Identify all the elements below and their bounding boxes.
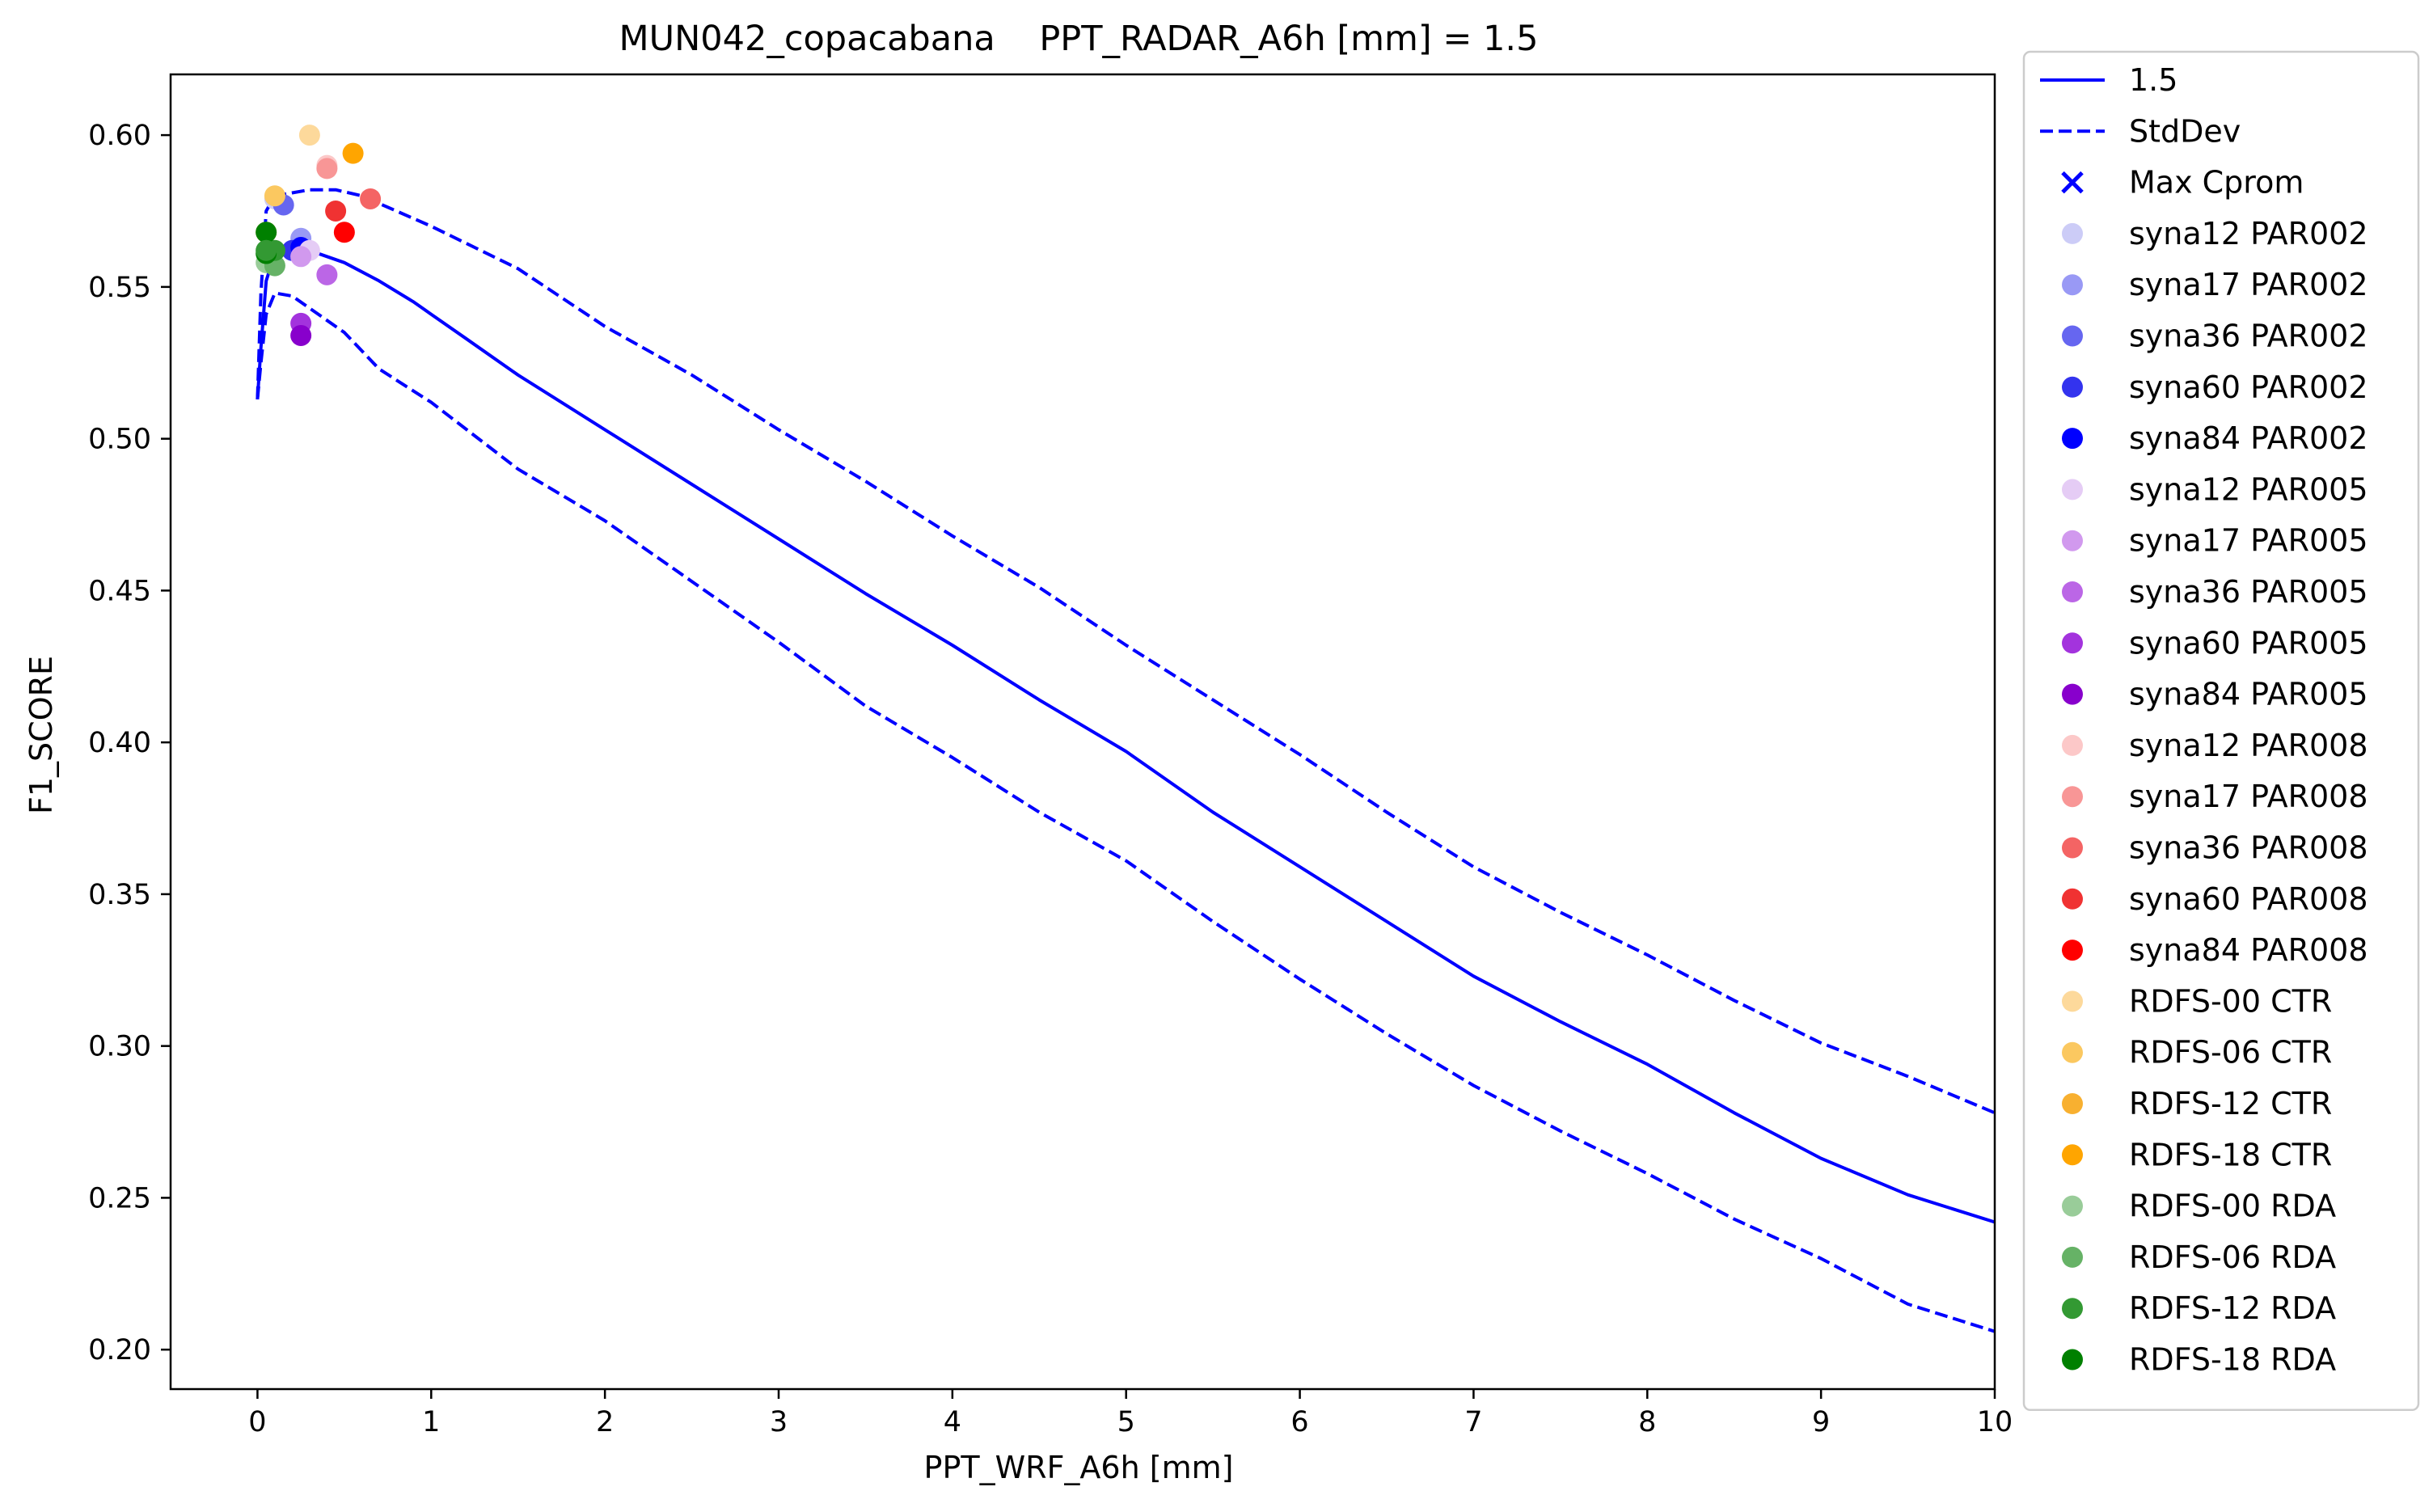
legend-entry-label: 1.5 bbox=[2129, 62, 2177, 98]
x-tick-label: 0 bbox=[248, 1406, 266, 1438]
x-tick-label: 8 bbox=[1638, 1406, 1656, 1438]
y-tick-label: 0.30 bbox=[88, 1031, 151, 1063]
x-tick-label: 3 bbox=[770, 1406, 788, 1438]
y-tick-label: 0.55 bbox=[88, 272, 151, 304]
y-tick-label: 0.45 bbox=[88, 575, 151, 607]
y-tick-label: 0.50 bbox=[88, 424, 151, 456]
legend-handle-dot bbox=[2062, 683, 2083, 705]
legend-handle-dot bbox=[2062, 1349, 2083, 1371]
legend-entry-label: syna36 PAR002 bbox=[2129, 319, 2368, 354]
legend-handle-max-cprom bbox=[2061, 171, 2084, 194]
legend-handle-dot bbox=[2062, 325, 2083, 347]
y-tick-label: 0.25 bbox=[88, 1182, 151, 1214]
x-tick-label: 4 bbox=[944, 1406, 961, 1438]
legend-entry-label: syna12 PAR005 bbox=[2129, 471, 2368, 507]
x-axis-label: PPT_WRF_A6h [mm] bbox=[924, 1450, 1234, 1485]
y-tick-label: 0.35 bbox=[88, 879, 151, 911]
scatter-point-16 bbox=[264, 185, 285, 207]
legend-handle-dot bbox=[2062, 1144, 2083, 1166]
legend-entry-label: syna17 PAR002 bbox=[2129, 267, 2368, 302]
legend-entry-label: RDFS-18 CTR bbox=[2129, 1137, 2332, 1172]
y-axis-label: F1_SCORE bbox=[23, 656, 59, 814]
x-tick-label: 7 bbox=[1464, 1406, 1482, 1438]
scatter-point-12 bbox=[360, 188, 382, 209]
legend-entry-label: syna60 PAR005 bbox=[2129, 625, 2368, 661]
legend-entry-label: syna60 PAR008 bbox=[2129, 881, 2368, 917]
scatter-point-14 bbox=[333, 222, 355, 243]
x-tick-label: 9 bbox=[1812, 1406, 1830, 1438]
scatter-point-9 bbox=[290, 324, 312, 346]
legend: 1.5 StdDev Max Cprom syna12 PAR002 syna17 PA… bbox=[2022, 50, 2420, 1412]
legend-handle-dot bbox=[2062, 632, 2083, 654]
legend-entry-label: syna84 PAR002 bbox=[2129, 420, 2368, 456]
x-tick-label: 2 bbox=[596, 1406, 614, 1438]
legend-entry-label: RDFS-06 RDA bbox=[2129, 1240, 2336, 1275]
legend-entry-label: StdDev bbox=[2129, 113, 2241, 149]
legend-entry-label: syna12 PAR002 bbox=[2129, 216, 2368, 251]
legend-box bbox=[2022, 50, 2420, 1412]
legend-entry-label: syna17 PAR008 bbox=[2129, 779, 2368, 814]
legend-entry-label: RDFS-00 CTR bbox=[2129, 983, 2332, 1019]
x-tick-label: 5 bbox=[1117, 1406, 1135, 1438]
legend-entry-label: syna36 PAR008 bbox=[2129, 830, 2368, 866]
scatter-point-11 bbox=[316, 158, 338, 179]
legend-handle-dot bbox=[2062, 940, 2083, 961]
axes: 0 1 2 3 4 5 6 7 8 9 10 0.20 0.25 0.30 0.35 0.40 0.45 0.50… bbox=[88, 73, 2013, 1438]
legend-entry-label: RDFS-00 RDA bbox=[2129, 1189, 2336, 1224]
legend-handle-dot bbox=[2062, 222, 2083, 244]
plot-area bbox=[256, 125, 1995, 1333]
scatter-point-15 bbox=[298, 125, 320, 146]
legend-handle-dot bbox=[2062, 274, 2083, 296]
scatter-point-13 bbox=[325, 200, 347, 222]
x-tick-label: 10 bbox=[1977, 1406, 2013, 1438]
legend-handle-dot bbox=[2062, 530, 2083, 551]
stddev-upper-line bbox=[256, 188, 1995, 1115]
y-tick-label: 0.40 bbox=[88, 727, 151, 759]
legend-entry-label: syna12 PAR008 bbox=[2129, 728, 2368, 763]
y-tick-label: 0.20 bbox=[88, 1334, 151, 1366]
legend-handle-dot bbox=[2062, 1195, 2083, 1217]
legend-handle-dot bbox=[2062, 376, 2083, 398]
chart-title: MUN042_copacabana PPT_RADAR_A6h [mm] = 1… bbox=[619, 19, 1539, 59]
legend-handle-dot bbox=[2062, 479, 2083, 500]
legend-handle-dot bbox=[2062, 428, 2083, 450]
extra-point-1 bbox=[256, 239, 277, 261]
x-tick-label: 6 bbox=[1290, 1406, 1308, 1438]
legend-handle-dot bbox=[2062, 1246, 2083, 1268]
legend-entry-label: RDFS-18 RDA bbox=[2129, 1342, 2336, 1378]
legend-handle-dot bbox=[2062, 1298, 2083, 1320]
legend-handle-dot bbox=[2062, 1093, 2083, 1114]
legend-entry-label: syna60 PAR002 bbox=[2129, 370, 2368, 405]
y-tick-label: 0.60 bbox=[88, 120, 151, 152]
legend-entry-label: syna17 PAR005 bbox=[2129, 523, 2368, 559]
legend-handle-dot bbox=[2062, 888, 2083, 910]
stddev-lower-line bbox=[256, 291, 1995, 1333]
legend-entry-label: syna84 PAR005 bbox=[2129, 677, 2368, 712]
legend-entry-label: RDFS-06 CTR bbox=[2129, 1035, 2332, 1071]
scatter-point-7 bbox=[316, 264, 338, 285]
legend-handle-dot bbox=[2062, 734, 2083, 756]
legend-entry-label: RDFS-12 CTR bbox=[2129, 1086, 2332, 1121]
legend-entry-label: RDFS-12 RDA bbox=[2129, 1290, 2336, 1326]
legend-entry-label: Max Cprom bbox=[2129, 165, 2304, 201]
legend-handle-dot bbox=[2062, 1041, 2083, 1063]
plot-frame bbox=[169, 73, 1996, 1391]
scatter-point-22 bbox=[256, 222, 277, 243]
scatter-point-18 bbox=[342, 142, 364, 164]
legend-handle-dot bbox=[2062, 990, 2083, 1012]
legend-entry-label: syna84 PAR008 bbox=[2129, 932, 2368, 968]
legend-handle-dot bbox=[2062, 837, 2083, 859]
legend-entry-label: syna36 PAR005 bbox=[2129, 574, 2368, 610]
scatter-point-6 bbox=[290, 246, 312, 268]
legend-handle-dot bbox=[2062, 786, 2083, 808]
x-tick-label: 1 bbox=[422, 1406, 440, 1438]
legend-handle-dot bbox=[2062, 581, 2083, 602]
